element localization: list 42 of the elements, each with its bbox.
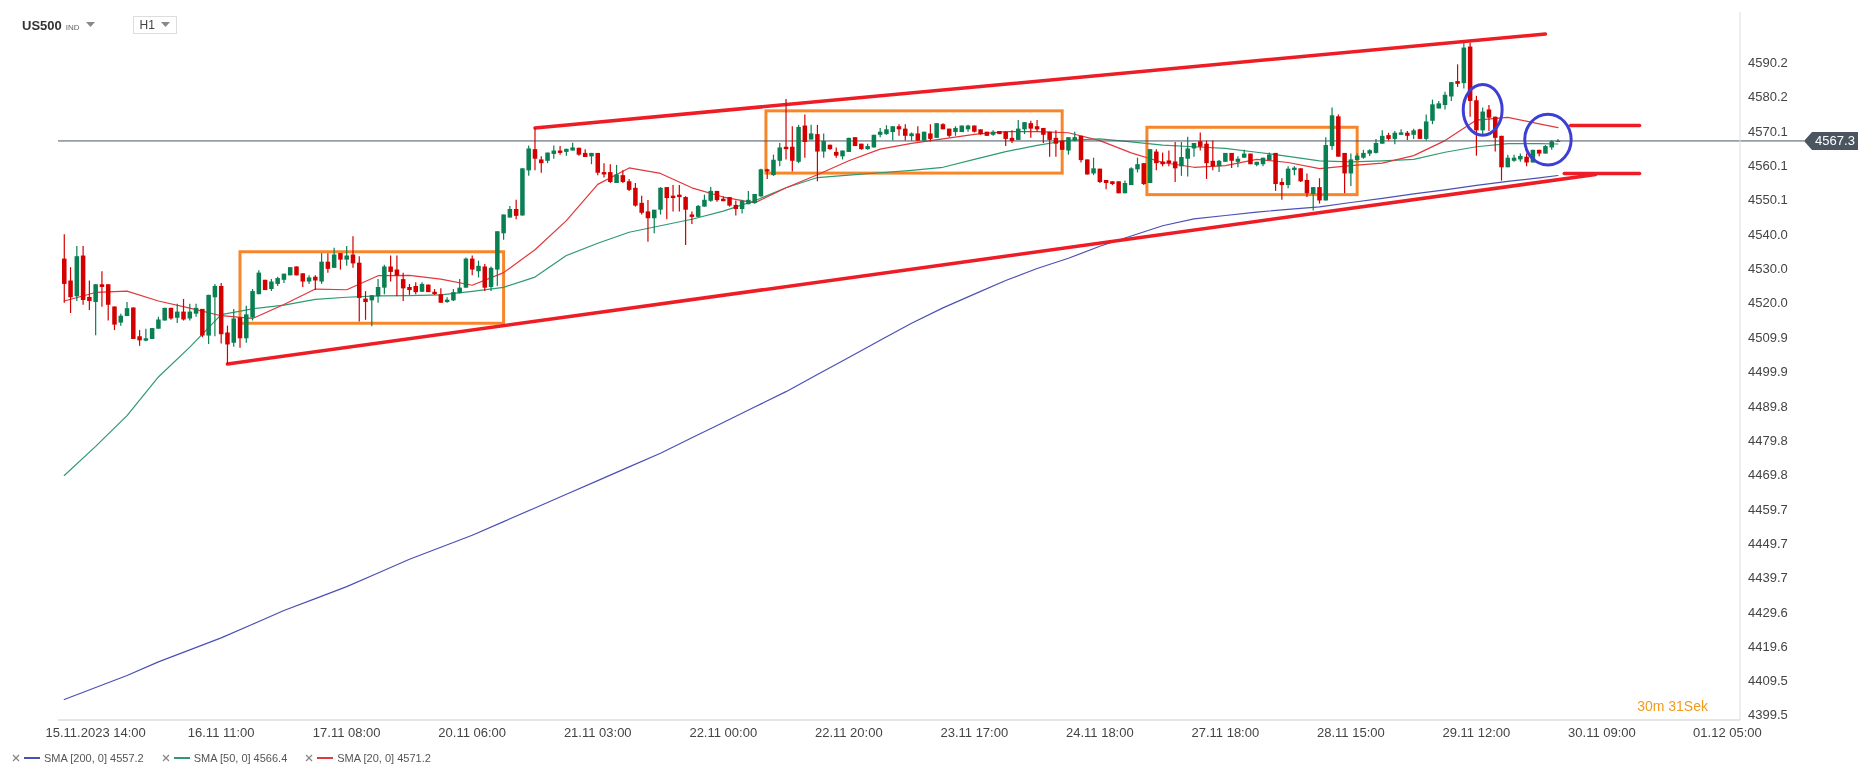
y-tick-label: 4590.2: [1748, 55, 1788, 71]
y-tick-label: 4429.6: [1748, 604, 1788, 620]
y-tick-label: 4449.7: [1748, 535, 1788, 551]
legend-label: SMA [20, 0] 4571.2: [337, 752, 431, 764]
y-tick-label: 4580.2: [1748, 89, 1788, 105]
annotation: H1: [132, 16, 177, 34]
y-tick-label: 4550.1: [1748, 192, 1788, 208]
y-tick-label: 4570.1: [1748, 123, 1788, 139]
x-tick-label: 24.11 18:00: [1065, 725, 1134, 741]
y-tick-label: 4530.0: [1748, 261, 1788, 277]
chart-title: US500: [22, 17, 62, 33]
x-tick-label: 27.11 18:00: [1191, 725, 1260, 741]
x-tick-label: 20.11 06:00: [438, 725, 507, 741]
x-tick-label: 29.11 12:00: [1442, 725, 1511, 741]
y-tick-label: 4520.0: [1748, 295, 1788, 311]
x-tick-label: 22.11 20:00: [814, 725, 883, 741]
y-tick-label: 4419.6: [1748, 638, 1788, 654]
y-tick-label: 4459.7: [1748, 501, 1788, 517]
y-tick-label: 4509.9: [1748, 329, 1788, 345]
y-tick-label: 4560.1: [1748, 158, 1788, 174]
y-tick-label: 4479.8: [1748, 432, 1788, 448]
x-tick-label: 30.11 09:00: [1568, 725, 1636, 741]
x-tick-label: 17.11 08:00: [312, 725, 381, 741]
x-tick-label: 22.11 00:00: [689, 725, 758, 741]
legend-label: SMA [50, 0] 4566.4: [193, 752, 288, 764]
x-tick-label: 23.11 17:00: [940, 725, 1009, 741]
y-tick-label: 4499.9: [1748, 364, 1788, 380]
x-tick-label: 15.11.2023 14:00: [45, 725, 146, 741]
y-tick-label: 4540.0: [1748, 226, 1788, 242]
x-tick-label: 16.11 11:00: [187, 725, 255, 741]
legend-label: SMA [200, 0] 4557.2: [44, 752, 144, 764]
x-tick-label: 28.11 15:00: [1317, 725, 1385, 741]
annotation: 30m 31Sek: [1637, 698, 1708, 714]
annotation: IND: [65, 22, 80, 32]
y-tick-label: 4469.8: [1748, 467, 1788, 483]
y-tick-label: 4399.5: [1748, 707, 1788, 723]
y-tick-label: 4409.5: [1748, 673, 1788, 689]
y-tick-label: 4489.8: [1748, 398, 1788, 414]
y-tick-label: 4439.7: [1748, 569, 1788, 585]
x-tick-label: 01.12 05:00: [1693, 725, 1762, 741]
x-tick-label: 21.11 03:00: [563, 725, 632, 741]
ref-line-label: 4567.3: [1815, 133, 1855, 149]
